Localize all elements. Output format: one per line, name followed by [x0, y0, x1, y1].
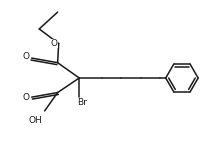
Text: O: O — [23, 52, 30, 61]
Text: Br: Br — [78, 98, 87, 107]
Text: O: O — [23, 93, 30, 102]
Text: OH: OH — [28, 116, 42, 125]
Text: O: O — [51, 39, 58, 48]
